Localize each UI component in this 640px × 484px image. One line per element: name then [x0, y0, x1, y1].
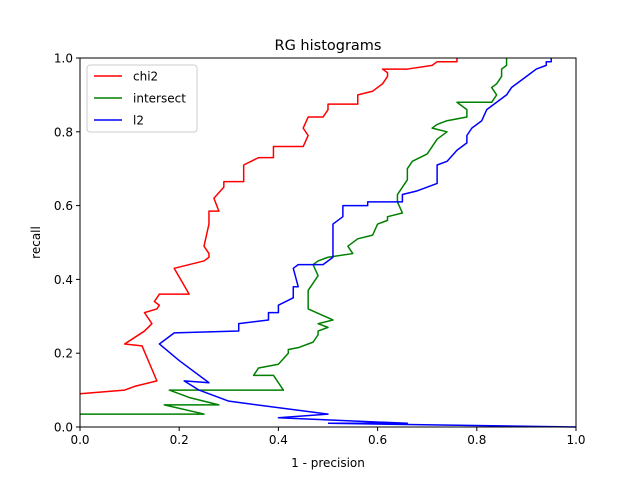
series-line-l2-tail	[327, 422, 577, 428]
series-line-chi2	[79, 58, 458, 395]
legend-box	[86, 64, 198, 133]
series-layer	[79, 58, 577, 428]
y-axis: 0.0 0.2 0.4 0.6 0.8 1.0	[54, 52, 80, 435]
y-tick-label: 1.0	[54, 52, 73, 66]
x-tick-label: 1.0	[566, 433, 585, 447]
x-tick-label: 0.2	[170, 433, 189, 447]
x-tick-label: 0.6	[368, 433, 387, 447]
y-tick-label: 0.8	[54, 125, 73, 139]
x-tick-label: 0.0	[70, 433, 89, 447]
legend-label-intersect: intersect	[133, 92, 186, 106]
x-axis: 0.0 0.2 0.4 0.6 0.8 1.0	[70, 427, 586, 447]
legend-label-l2: l2	[133, 114, 144, 128]
y-tick-label: 0.4	[54, 273, 73, 287]
y-axis-label: recall	[29, 226, 43, 259]
series-line-intersect	[80, 58, 508, 415]
plot-frame	[79, 57, 577, 428]
y-tick-label: 0.6	[54, 199, 73, 213]
series-line-l2	[158, 58, 552, 425]
chart-title: RG histograms	[275, 38, 382, 54]
legend-label-chi2: chi2	[133, 70, 158, 84]
x-tick-label: 0.8	[467, 433, 486, 447]
y-tick-label: 0.0	[54, 421, 73, 435]
x-tick-label: 0.4	[269, 433, 288, 447]
x-axis-label: 1 - precision	[291, 456, 365, 470]
y-tick-label: 0.2	[54, 347, 73, 361]
legend: chi2 intersect l2	[86, 64, 198, 133]
